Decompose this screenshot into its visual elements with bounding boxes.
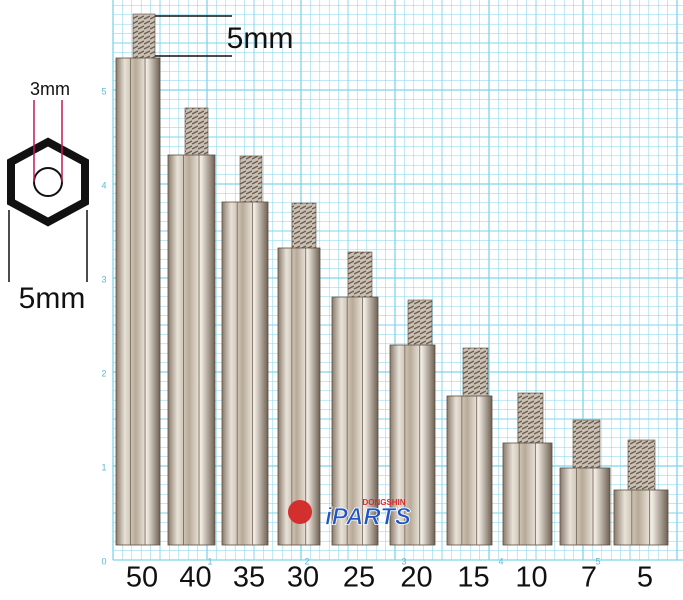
grid-label: 3 [401,556,406,566]
logo-mark [288,500,312,524]
standoff [331,251,379,546]
grid-label: 3 [101,274,106,284]
grid-label: 4 [498,556,503,566]
hex-outline [7,137,89,227]
grid-label: 4 [101,180,106,190]
hex-body [389,344,436,546]
logo-main: iPARTS [325,503,411,530]
standoff [502,392,553,546]
length-label: 7 [581,562,597,594]
standoff [167,107,216,546]
standoff [613,439,669,546]
hex-label: 5mm [19,282,86,315]
length-labels: 50 40 35 30 25 20 15 10 7 5 [126,562,653,594]
hex-icon: 3mm 5mm [7,79,89,315]
hex-body [559,467,611,546]
length-label: 10 [515,562,547,594]
logo-small: DONGSHIN [362,498,405,507]
length-label: 30 [287,562,319,594]
grid-label: 1 [207,556,212,566]
hex-body [167,154,216,546]
length-label: 5 [637,562,653,594]
logo: DONGSHIN iPARTS [288,498,411,531]
thread [462,347,489,399]
thread [291,202,317,251]
hole [33,167,63,197]
thread [627,439,656,493]
length-label: 15 [457,562,489,594]
hex-body [613,489,669,546]
grid-label: 1 [101,462,106,472]
hex-body [446,395,493,546]
hex-body [221,201,269,546]
thread [239,155,263,205]
hex-body [115,57,161,546]
thread [572,419,601,471]
standoff [559,419,611,546]
standoff [389,299,436,546]
hex-body [331,296,379,546]
hex-body [502,442,553,546]
thread [517,392,544,446]
standoff [115,13,161,546]
grid-label: 5 [595,556,600,566]
thread [407,299,433,348]
thread [347,251,373,300]
length-label: 40 [179,562,211,594]
length-label: 35 [233,562,265,594]
length-label: 25 [343,562,375,594]
length-label: 20 [400,562,432,594]
grid-label: 5 [101,86,106,96]
standoff [446,347,493,546]
hole-label: 3mm [30,79,70,99]
grid-label: 2 [101,368,106,378]
grid-label: 0 [101,556,106,566]
grid-label: 2 [304,556,309,566]
thread [184,107,209,158]
thread [132,13,156,61]
thread-label: 5mm [227,22,294,55]
standoff [277,202,321,546]
hex-body [277,247,321,546]
length-label: 50 [126,562,158,594]
standoff [221,155,269,546]
standoffs [115,13,669,546]
